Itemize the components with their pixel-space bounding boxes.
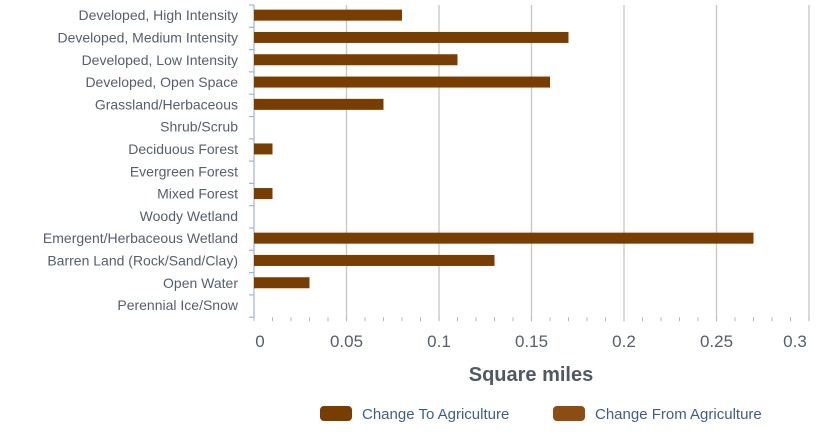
bar-change-to-agriculture [254,76,550,88]
category-label: Emergent/Herbaceous Wetland [43,230,238,246]
bar-change-to-agriculture [254,232,754,244]
x-tick-label: 0.25 [700,332,733,351]
x-axis-title: Square miles [469,364,594,386]
category-labels: Developed, High Intensity Developed, Medi… [43,7,239,313]
x-tick-label: 0 [255,332,264,351]
x-tick-label: 0.05 [330,332,363,351]
x-tick-label: 0.1 [427,332,451,351]
category-label: Shrub/Scrub [160,119,238,135]
category-label: Developed, Medium Intensity [57,29,238,45]
x-tick-labels: 0 0.05 0.1 0.15 0.2 0.25 0.3 [255,332,807,351]
bars [254,9,754,289]
x-tick-label: 0.2 [612,332,636,351]
x-tick-label: 0.3 [783,332,807,351]
category-label: Woody Wetland [140,208,238,224]
category-label: Evergreen Forest [130,163,238,179]
category-axis [249,4,810,322]
bar-change-to-agriculture [254,188,273,200]
category-label: Developed, Open Space [85,74,238,90]
legend: Change To Agriculture Change From Agricul… [320,406,762,423]
x-tick-label: 0.15 [515,332,548,351]
gridlines [345,5,810,320]
legend-label: Change From Agriculture [595,406,762,423]
category-label: Open Water [163,275,238,291]
bar-change-to-agriculture [254,9,402,21]
category-label: Developed, Low Intensity [82,52,238,68]
category-label: Barren Land (Rock/Sand/Clay) [47,252,238,268]
bar-change-to-agriculture [254,31,569,43]
bar-change-to-agriculture [254,98,384,110]
bar-change-to-agriculture [254,54,458,66]
bar-change-to-agriculture [254,277,310,289]
bar-change-to-agriculture [254,254,495,266]
bar-change-to-agriculture [254,143,273,155]
legend-item: Change From Agriculture [553,406,762,423]
legend-swatch [553,406,585,421]
category-label: Grassland/Herbaceous [95,96,238,112]
category-label: Deciduous Forest [128,141,238,157]
category-label: Developed, High Intensity [78,7,238,23]
legend-item: Change To Agriculture [320,406,509,423]
legend-swatch [320,406,352,421]
category-label: Perennial Ice/Snow [117,297,239,313]
category-label: Mixed Forest [157,186,238,202]
legend-label: Change To Agriculture [362,406,509,423]
